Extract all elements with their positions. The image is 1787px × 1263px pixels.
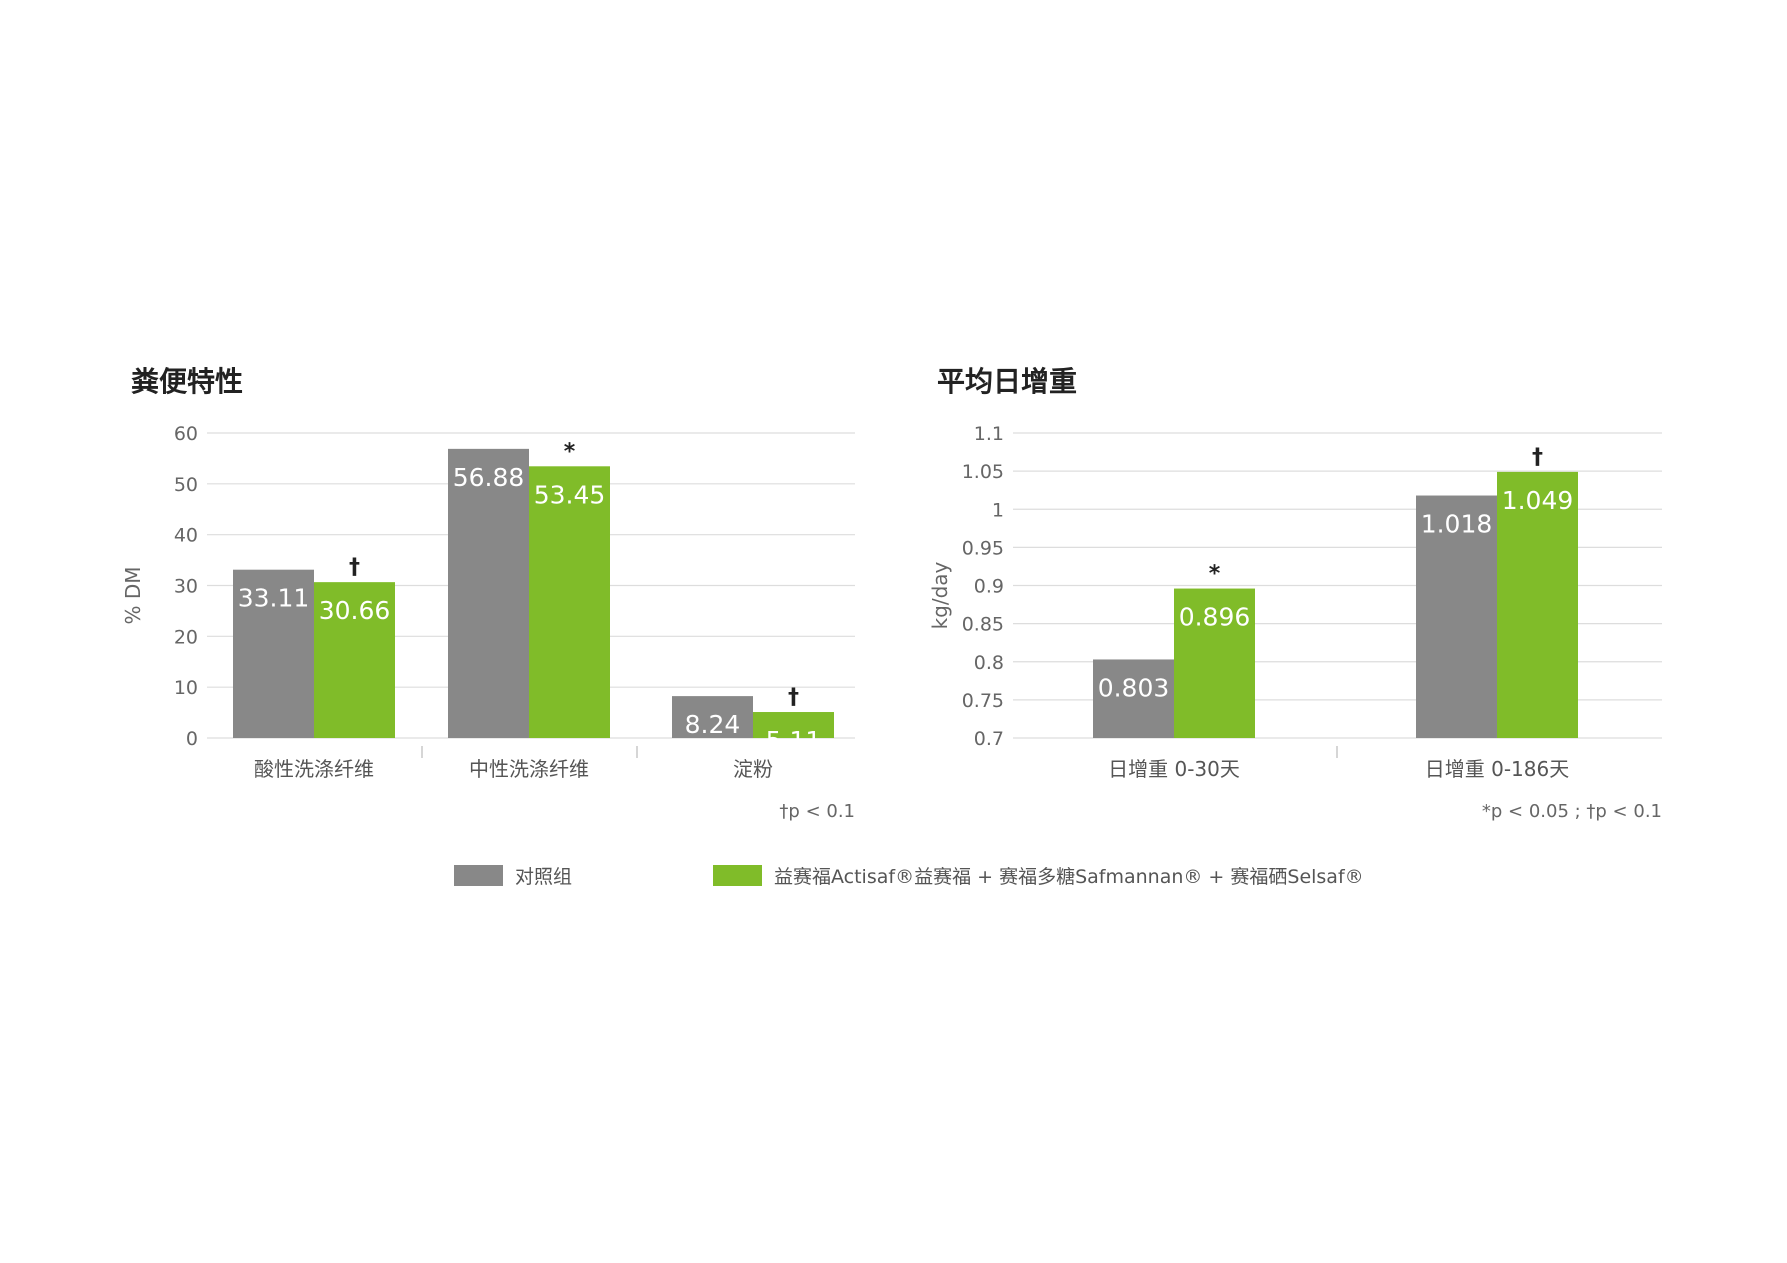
chart-0-data-label-control: 33.11 <box>238 584 310 613</box>
chart-0-bar-treatment <box>314 582 395 738</box>
chart-1-y-tick-label: 0.85 <box>962 614 1004 636</box>
chart-0-bar-control <box>448 448 529 738</box>
legend-swatch-control <box>454 865 503 886</box>
chart-1-y-tick-label: 1 <box>992 499 1004 521</box>
chart-1-data-label-treatment: 0.896 <box>1179 603 1251 632</box>
chart-1-bar-treatment <box>1174 588 1255 738</box>
legend-label-treatment: 益赛福Actisaf®益赛福 + 赛福多糖Safmannan® + 赛福硒Sel… <box>774 866 1364 888</box>
chart-0-y-tick-label: 20 <box>174 626 198 648</box>
chart-0-significance-marker: † <box>788 685 799 710</box>
legend: 对照组 益赛福Actisaf®益赛福 + 赛福多糖Safmannan® + 赛福… <box>0 862 1787 902</box>
chart-1-data-label-control: 1.018 <box>1421 510 1493 539</box>
chart-0-y-tick-label: 30 <box>174 576 198 598</box>
chart-0-footnote: †p < 0.1 <box>779 801 855 822</box>
chart-0-y-tick-label: 10 <box>174 677 198 699</box>
chart-1-y-axis-label: kg/day <box>928 561 952 629</box>
chart-1-x-category-label: 日增重 0-30天 <box>1108 757 1240 781</box>
chart-0-x-category-label: 酸性洗涤纤维 <box>254 757 374 781</box>
chart-1-y-tick-label: 0.9 <box>974 576 1004 598</box>
chart-0-y-axis-label: % DM <box>121 566 145 624</box>
chart-0-y-tick-label: 50 <box>174 474 198 496</box>
chart-1-y-tick-label: 0.7 <box>974 728 1004 750</box>
chart-1-title: 平均日增重 <box>937 365 1077 398</box>
chart-0-data-label-treatment: 53.45 <box>534 480 606 509</box>
chart-0-y-tick-label: 0 <box>186 728 198 750</box>
chart-0-title: 粪便特性 <box>131 365 243 398</box>
chart-0-bar-control <box>672 696 753 738</box>
chart-1-y-tick-label: 1.05 <box>962 461 1004 483</box>
chart-0-x-category-label: 淀粉 <box>733 757 773 781</box>
chart-0-x-category-label: 中性洗涤纤维 <box>469 757 589 781</box>
legend-swatch-treatment <box>713 865 762 886</box>
chart-1-x-category-label: 日增重 0-186天 <box>1425 757 1569 781</box>
chart-0-data-label-control: 56.88 <box>453 463 525 492</box>
chart-0-y-tick-label: 60 <box>174 423 198 445</box>
legend-item-treatment: 益赛福Actisaf®益赛福 + 赛福多糖Safmannan® + 赛福硒Sel… <box>713 862 1364 889</box>
chart-1-bar-control <box>1416 495 1497 738</box>
legend-item-control: 对照组 <box>454 862 572 889</box>
chart-1-data-label-control: 0.803 <box>1098 673 1170 702</box>
chart-1-data-label-treatment: 1.049 <box>1502 486 1574 515</box>
chart-0-bar-treatment <box>529 466 610 738</box>
chart-0-data-label-treatment: 5.11 <box>766 726 822 755</box>
chart-1-y-tick-label: 0.8 <box>974 652 1004 674</box>
chart-1-y-tick-label: 0.95 <box>962 537 1004 559</box>
chart-0-data-label-treatment: 30.66 <box>319 596 391 625</box>
chart-1-y-tick-label: 1.1 <box>974 423 1004 445</box>
chart-1-bar-treatment <box>1497 471 1578 738</box>
legend-label-control: 对照组 <box>515 866 573 888</box>
chart-1-significance-marker: † <box>1532 445 1543 470</box>
chart-0-bar-treatment <box>753 712 834 738</box>
chart-1-bar-control <box>1093 659 1174 738</box>
chart-1-footnote: *p < 0.05 ; †p < 0.1 <box>1482 801 1662 822</box>
chart-0-bar-control <box>233 569 314 738</box>
chart-0-significance-marker: † <box>349 555 360 580</box>
chart-0-y-tick-label: 40 <box>174 525 198 547</box>
chart-1-y-tick-label: 0.75 <box>962 690 1004 712</box>
chart-0-significance-marker: * <box>564 439 576 464</box>
chart-1-significance-marker: * <box>1209 562 1221 587</box>
chart-0-data-label-control: 8.24 <box>685 710 741 739</box>
